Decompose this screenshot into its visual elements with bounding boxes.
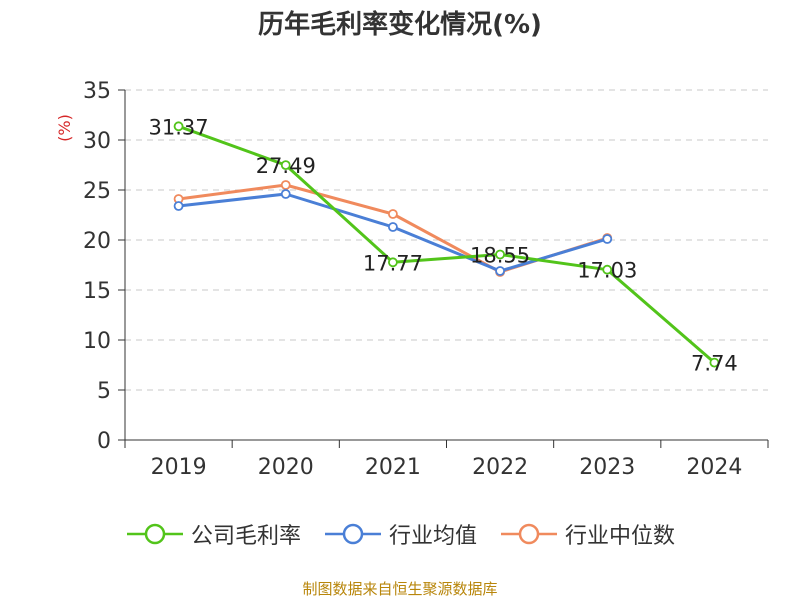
y-tick-label: 30 [83,129,111,154]
y-axis-label: (%) [55,114,74,142]
y-tick-label: 20 [83,229,111,254]
y-tick-label: 5 [97,379,111,404]
source-note: 制图数据来自恒生聚源数据库 [302,580,498,598]
data-point [602,234,613,244]
data-point [388,222,398,232]
data-label: 18.55 [470,244,530,268]
legend-marker-blue [324,523,381,545]
legend: 公司毛利率 行业均值 行业中位数 [0,518,800,550]
x-tick-label: 2024 [686,455,742,480]
data-label: 31.37 [149,115,209,139]
x-tick-label: 2019 [151,455,207,480]
y-tick-label: 15 [83,279,111,304]
data-point [709,357,720,368]
legend-label: 行业中位数 [565,524,676,549]
axes: 0 5 10 15 20 25 30 35 2019 2020 2021 2022 2023 2024 [83,79,769,480]
y-tick-label: 0 [97,429,111,454]
legend-item-company[interactable]: 公司毛利率 [125,518,301,550]
data-point [495,266,505,276]
data-point [495,249,505,260]
grid-lines [125,89,768,391]
x-tick-label: 2023 [579,455,635,480]
legend-label: 公司毛利率 [190,524,301,549]
legend-marker-orange [501,523,557,545]
data-point [388,257,398,268]
chart-title: 历年毛利率变化情况(%) [258,10,542,40]
legend-label: 行业均值 [388,524,477,549]
data-label: 27.49 [256,154,316,178]
data-point [280,180,291,190]
legend-item-industry-median[interactable]: 行业中位数 [499,518,675,550]
x-tick-label: 2022 [472,455,528,480]
series-line [178,124,716,364]
data-labels: 31.37 27.49 17.77 18.55 17.03 7.74 [149,115,738,375]
x-tick-label: 2020 [258,455,314,480]
data-point [602,264,613,275]
y-tick-label: 25 [83,179,111,204]
x-tick-label: 2021 [365,455,421,480]
y-tick-label: 10 [83,329,111,354]
series-lines [173,121,720,368]
data-label: 17.03 [577,259,637,283]
data-point [388,209,398,219]
data-point [280,189,291,199]
data-point [173,201,184,211]
data-label: 17.77 [363,251,423,275]
data-point [173,121,184,132]
y-tick-label: 35 [83,79,111,104]
data-label: 7.74 [691,352,738,376]
legend-item-industry-mean[interactable]: 行业均值 [323,518,477,550]
legend-marker-green [126,523,183,545]
data-point [280,160,291,171]
